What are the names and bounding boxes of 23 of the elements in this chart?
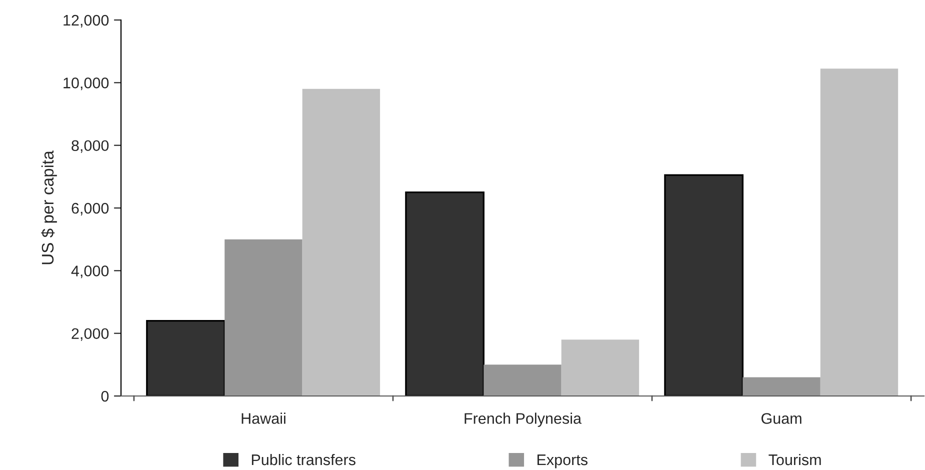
x-tick-label: Guam: [762, 413, 802, 424]
y-tick-label: 10,000: [64, 78, 109, 90]
bar: [664, 174, 744, 396]
y-axis-title: US $ per capita: [41, 150, 57, 264]
bar: [742, 377, 820, 396]
y-tick-label: 6,000: [72, 202, 109, 216]
bar: [224, 239, 302, 396]
bar: [561, 340, 640, 396]
bar: [302, 88, 380, 396]
bar: [820, 68, 898, 396]
y-tick-label: 2,000: [72, 328, 109, 341]
legend-label: Public transfers: [252, 454, 356, 466]
y-tick-label: 12,000: [64, 14, 109, 28]
x-tick-label: French Polynesia: [464, 412, 582, 427]
legend-label: Tourism: [768, 454, 821, 466]
legend-label: Exports: [538, 454, 588, 468]
y-tick-label: 8,000: [72, 140, 109, 153]
y-tick-label: 0: [101, 390, 109, 402]
bar: [405, 192, 484, 396]
y-tick-label: 4,000: [71, 266, 109, 278]
bar: [146, 320, 226, 396]
bar: [484, 364, 562, 396]
x-tick-label: Hawaii: [242, 412, 286, 424]
